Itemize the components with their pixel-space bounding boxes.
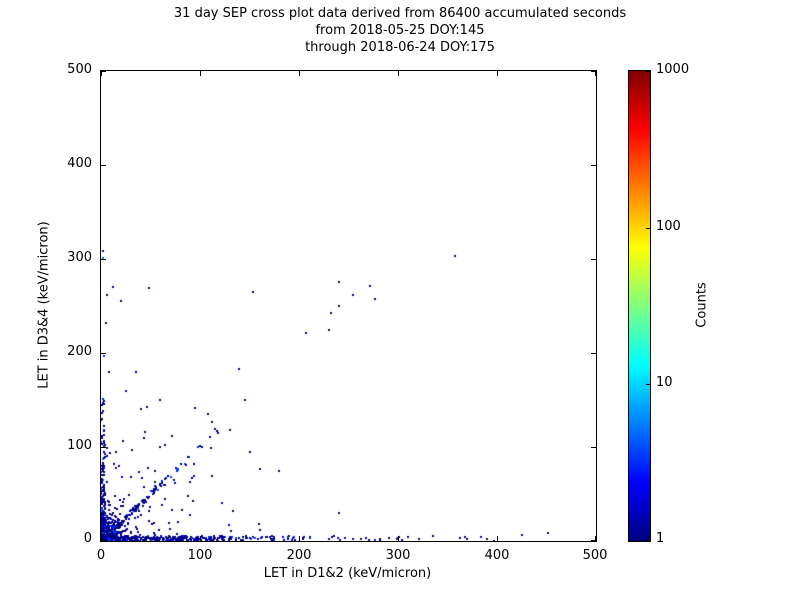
x-tick-label: 300: [385, 548, 411, 563]
x-tick-mark: [595, 536, 596, 541]
y-tick-mark: [591, 259, 596, 260]
x-tick-mark: [497, 71, 498, 76]
x-tick-mark: [101, 536, 102, 541]
colorbar-tick-mark: [646, 384, 650, 385]
y-tick-mark: [591, 540, 596, 541]
y-tick-mark: [591, 447, 596, 448]
y-tick-label: 300: [67, 250, 92, 265]
y-tick-mark: [591, 165, 596, 166]
colorbar-tick-label: 100: [656, 219, 681, 234]
x-tick-label: 500: [582, 548, 608, 563]
colorbar-tick-mark: [646, 540, 650, 541]
y-tick-label: 500: [67, 62, 92, 77]
y-tick-label: 400: [67, 156, 92, 171]
x-tick-label: 0: [96, 548, 106, 563]
y-tick-mark: [591, 71, 596, 72]
colorbar-tick-mark: [646, 71, 650, 72]
colorbar-tick-label: 1000: [656, 62, 690, 77]
x-tick-mark: [299, 71, 300, 76]
x-tick-mark: [398, 71, 399, 76]
y-tick-mark: [101, 447, 106, 448]
chart-title-line-2: from 2018-05-25 DOY:145: [315, 23, 485, 38]
y-tick-mark: [101, 353, 106, 354]
colorbar-tick-label: 10: [656, 375, 673, 390]
y-tick-mark: [101, 71, 106, 72]
y-tick-label: 0: [83, 531, 92, 546]
chart-title-line-3: through 2018-06-24 DOY:175: [305, 40, 495, 55]
x-tick-mark: [200, 536, 201, 541]
x-tick-mark: [595, 71, 596, 76]
y-tick-mark: [101, 540, 106, 541]
x-tick-label: 100: [187, 548, 213, 563]
y-tick-mark: [101, 259, 106, 260]
scatter-points-canvas: [101, 71, 596, 541]
x-tick-mark: [299, 536, 300, 541]
x-tick-mark: [398, 536, 399, 541]
chart-title-line-1: 31 day SEP cross plot data derived from …: [173, 6, 627, 21]
colorbar-tick-label: 1: [656, 531, 665, 546]
x-axis-label: LET in D1&2 (keV/micron): [263, 566, 432, 581]
colorbar: [628, 70, 651, 542]
y-tick-mark: [591, 353, 596, 354]
x-tick-label: 400: [484, 548, 510, 563]
y-axis-label: LET in D3&4 (keV/micron): [36, 221, 52, 389]
colorbar-tick-mark: [646, 228, 650, 229]
colorbar-label: Counts: [694, 282, 710, 328]
x-tick-label: 200: [286, 548, 312, 563]
x-tick-mark: [497, 536, 498, 541]
y-tick-label: 200: [67, 344, 92, 359]
y-tick-mark: [101, 165, 106, 166]
y-tick-label: 100: [67, 438, 92, 453]
plot-area: [100, 70, 597, 542]
x-tick-mark: [101, 71, 102, 76]
x-tick-mark: [200, 71, 201, 76]
